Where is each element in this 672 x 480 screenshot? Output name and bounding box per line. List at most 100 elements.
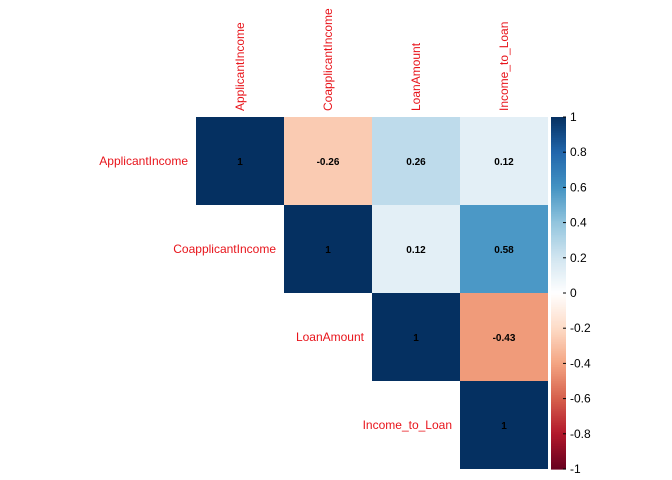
colorbar-slice [551, 136, 566, 139]
colorbar-slice [551, 328, 566, 331]
colorbar-slice [551, 141, 566, 144]
colorbar-slice [551, 168, 566, 171]
colorbar-slice [551, 145, 566, 148]
colorbar-slice [551, 303, 566, 306]
colorbar-slice [551, 391, 566, 394]
colorbar-slice [551, 206, 566, 210]
colorbar-slice [551, 402, 566, 405]
colorbar-slice [551, 148, 566, 152]
colorbar-slice [551, 375, 566, 379]
colorbar-slice [551, 173, 566, 176]
colorbar-slice [551, 388, 566, 391]
heatmap-cell-1-3 [460, 205, 548, 293]
colorbar-slice [551, 426, 566, 430]
colorbar-slice [551, 461, 566, 465]
colorbar-slice [551, 324, 566, 328]
colorbar-slice [551, 124, 566, 127]
colorbar-slice [551, 213, 566, 217]
colorbar-slice [551, 317, 566, 320]
colorbar-slice [551, 428, 566, 431]
colorbar-slice [551, 257, 566, 261]
cell-value-label-0-2: 0.26 [406, 157, 426, 168]
colorbar-slice [551, 182, 566, 185]
colorbar-tick-label: 1 [570, 110, 577, 124]
colorbar-slice [551, 282, 566, 285]
colorbar-slice [551, 212, 566, 215]
heatmap-cell-1-2 [372, 205, 460, 293]
colorbar-slice [551, 250, 566, 254]
colorbar-slice [551, 382, 566, 386]
colorbar-slice [551, 162, 566, 166]
colorbar-slice [551, 354, 566, 357]
colorbar-slice [551, 196, 566, 199]
colorbar-slice [551, 180, 566, 183]
colorbar-slice [551, 240, 566, 243]
colorbar-slice [551, 127, 566, 130]
colorbar-slice [551, 407, 566, 410]
heatmap-cell-2-2 [372, 293, 460, 381]
colorbar-slice [551, 224, 566, 227]
colorbar-slice [551, 301, 566, 305]
colorbar-slice [551, 340, 566, 343]
colorbar-slice [551, 333, 566, 336]
colorbar-slice [551, 337, 566, 340]
colorbar-tick-label: -1 [570, 462, 581, 476]
colorbar-tick-label: 0.4 [570, 216, 587, 230]
colorbar-slice [551, 347, 566, 350]
colorbar-slice [551, 416, 566, 419]
colorbar-slice [551, 199, 566, 203]
colorbar-slice [551, 440, 566, 444]
cell-value-label-1-2: 0.12 [406, 245, 426, 256]
heatmap-cell-0-0 [196, 117, 284, 205]
colorbar-slice [551, 205, 566, 208]
colorbar-slice [551, 307, 566, 310]
colorbar-slice [551, 120, 566, 123]
colorbar-slice [551, 194, 566, 197]
colorbar-slice [551, 389, 566, 393]
cell-value-label-1-3: 0.58 [494, 245, 514, 256]
colorbar-slice [551, 449, 566, 452]
colorbar-slice [551, 444, 566, 447]
colorbar-slice [551, 190, 566, 194]
colorbar-slice [551, 270, 566, 273]
colorbar-slice [551, 227, 566, 231]
colorbar-slice [551, 278, 566, 282]
colorbar-slice [551, 150, 566, 153]
colorbar-slice [551, 300, 566, 303]
colorbar-slice [551, 171, 566, 174]
colorbar-slice [551, 254, 566, 257]
colorbar-slice [551, 439, 566, 442]
colorbar-slice [551, 183, 566, 187]
colorbar-slice [551, 256, 566, 259]
colorbar-slice [551, 166, 566, 169]
colorbar-tick-label: -0.6 [570, 392, 591, 406]
colorbar-slice [551, 134, 566, 137]
colorbar-slice [551, 414, 566, 417]
colorbar-slice [551, 203, 566, 206]
colorbar-slice [551, 366, 566, 370]
colorbar-slice [551, 252, 566, 255]
colorbar-slice [551, 432, 566, 435]
row-label-1: CoapplicantIncome [173, 242, 276, 256]
colorbar-slice [551, 289, 566, 292]
colorbar-slice [551, 197, 566, 201]
colorbar-slice [551, 463, 566, 467]
column-labels: ApplicantIncome CoapplicantIncome LoanAmou… [233, 8, 511, 111]
colorbar-slice [551, 122, 566, 125]
heatmap-cell-3-3 [460, 381, 548, 469]
colorbar-slice [551, 368, 566, 372]
cell-value-label-0-1: -0.26 [317, 157, 340, 168]
column-label-2: LoanAmount [409, 42, 423, 111]
colorbar-slice [551, 118, 566, 122]
colorbar-slice [551, 381, 566, 384]
colorbar-slice [551, 192, 566, 196]
colorbar-slice [551, 315, 566, 319]
colorbar-slice [551, 266, 566, 269]
colorbar-slice [551, 345, 566, 349]
colorbar-slice [551, 352, 566, 356]
colorbar-slice [551, 220, 566, 224]
colorbar-slice [551, 446, 566, 449]
colorbar-slice [551, 284, 566, 287]
colorbar-slice [551, 386, 566, 389]
